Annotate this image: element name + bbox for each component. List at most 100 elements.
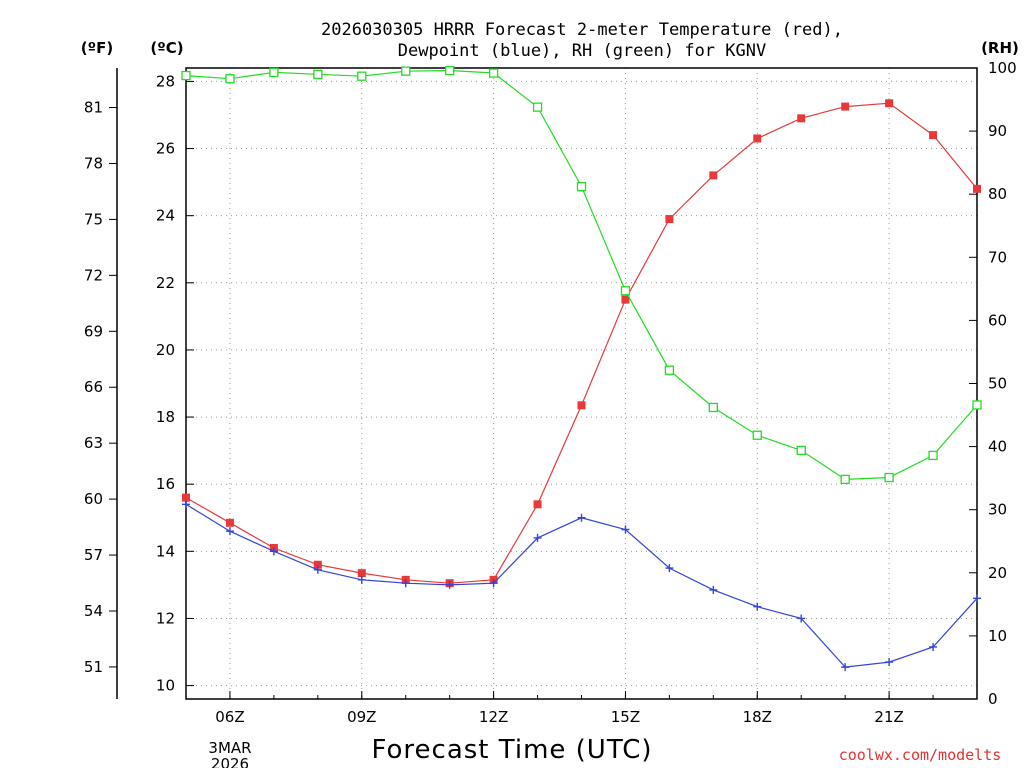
rh-point [620,286,631,296]
rh-tick-label: 20 [988,564,1007,582]
dewpoint-point [797,614,806,623]
temperature-point [313,560,322,569]
celsius-tick-label: 26 [156,140,175,158]
x-tick-label: 15Z [611,708,640,726]
dewpoint-point [357,575,366,584]
x-axis-title: Forecast Time (UTC) [371,735,652,765]
dewpoint-point [621,525,630,534]
fahrenheit-tick-label: 72 [84,266,103,284]
date-label-year: 2026 [211,755,249,768]
x-tick-label: 18Z [743,708,772,726]
dewpoint-point [489,579,498,588]
axis-ticks: 10 12 14 16 18 20 22 24 26 28 06Z 09Z 12Z 15Z 18Z 21Z 51… [84,59,1017,726]
x-tick-label: 09Z [347,708,376,726]
rh-tick-label: 70 [988,248,1007,266]
rh-tick-label: 100 [988,59,1017,77]
rh-point [181,70,191,81]
temperature-point [621,295,630,304]
dewpoint-point [885,658,894,667]
fahrenheit-tick-label: 57 [84,546,103,564]
rh-point [357,71,367,81]
rh-point [796,445,806,456]
rh-point [972,400,982,410]
celsius-tick-label: 22 [156,274,175,292]
temperature-point [665,215,674,224]
fahrenheit-tick-label: 81 [84,99,103,117]
rh-tick-label: 60 [988,311,1007,329]
dewpoint-point [445,580,454,589]
temperature-point [533,500,542,509]
dewpoint-point [533,533,542,542]
rh-tick-label: 40 [988,438,1007,456]
dewpoint-point [665,564,674,573]
dewpoint-point [577,513,586,522]
fahrenheit-tick-label: 60 [84,490,103,508]
celsius-tick-label: 12 [156,609,175,627]
date-label-day: 3MAR [208,739,251,757]
dewpoint-point [753,602,762,611]
rh-point [269,67,279,78]
x-tick-label: 12Z [479,708,508,726]
plot-frame [185,67,978,700]
fahrenheit-tick-label: 66 [84,378,103,396]
rh-unit-label: (RH) [981,39,1019,57]
dewpoint-point [182,500,190,509]
fahrenheit-tick-label: 78 [84,154,103,172]
dewpoint-point [225,527,234,536]
celsius-tick-label: 18 [156,408,175,426]
celsius-tick-label: 10 [156,677,175,695]
grid-lines [186,68,977,699]
temperature-point [709,171,718,180]
dewpoint-series [182,500,981,672]
celsius-tick-label: 28 [156,72,175,90]
temperature-point [885,99,894,108]
celsius-tick-label: 20 [156,341,175,359]
fahrenheit-tick-label: 54 [84,602,103,620]
temperature-point [797,114,806,123]
fahrenheit-tick-label: 69 [84,322,103,340]
chart-title-line-1: 2026030305 HRRR Forecast 2-meter Tempera… [321,20,843,40]
x-tick-label: 06Z [215,708,244,726]
dewpoint-point [269,547,278,556]
rh-point [928,450,938,461]
temperature-point [357,569,366,578]
temperature-line [185,102,978,584]
rh-tick-label: 50 [988,375,1007,393]
credit-text: coolwx.com/modelts [839,746,1002,764]
rh-series [181,65,982,485]
temperature-point [577,401,586,410]
temperature-point [929,131,938,140]
rh-tick-label: 90 [988,122,1007,140]
rh-tick-label: 30 [988,501,1007,519]
celsius-tick-label: 16 [156,475,175,493]
temperature-point [182,493,190,502]
rh-tick-label: 80 [988,185,1007,203]
celsius-unit-label: (ºC) [150,39,183,57]
data-series [181,65,982,672]
celsius-tick-label: 14 [156,542,175,560]
rh-point [884,472,894,483]
rh-tick-label: 10 [988,627,1007,645]
dewpoint-point [929,642,938,651]
fahrenheit-unit-label: (ºF) [81,39,113,57]
rh-point [313,69,323,79]
rh-line [185,69,978,481]
rh-point [708,402,718,413]
x-tick-label: 21Z [874,708,903,726]
rh-point [664,365,675,375]
dewpoint-point [973,594,981,603]
dewpoint-point [401,579,410,588]
fahrenheit-tick-label: 63 [84,434,103,452]
rh-point [752,430,762,440]
fahrenheit-tick-label: 51 [84,658,103,676]
rh-point [532,102,543,112]
rh-point [445,65,455,76]
dewpoint-point [709,585,718,594]
temperature-point [753,134,762,143]
dewpoint-point [313,565,322,574]
rh-tick-label: 0 [988,690,998,708]
fahrenheit-tick-label: 75 [84,210,103,228]
dewpoint-line [185,503,978,668]
temperature-point [225,518,234,527]
